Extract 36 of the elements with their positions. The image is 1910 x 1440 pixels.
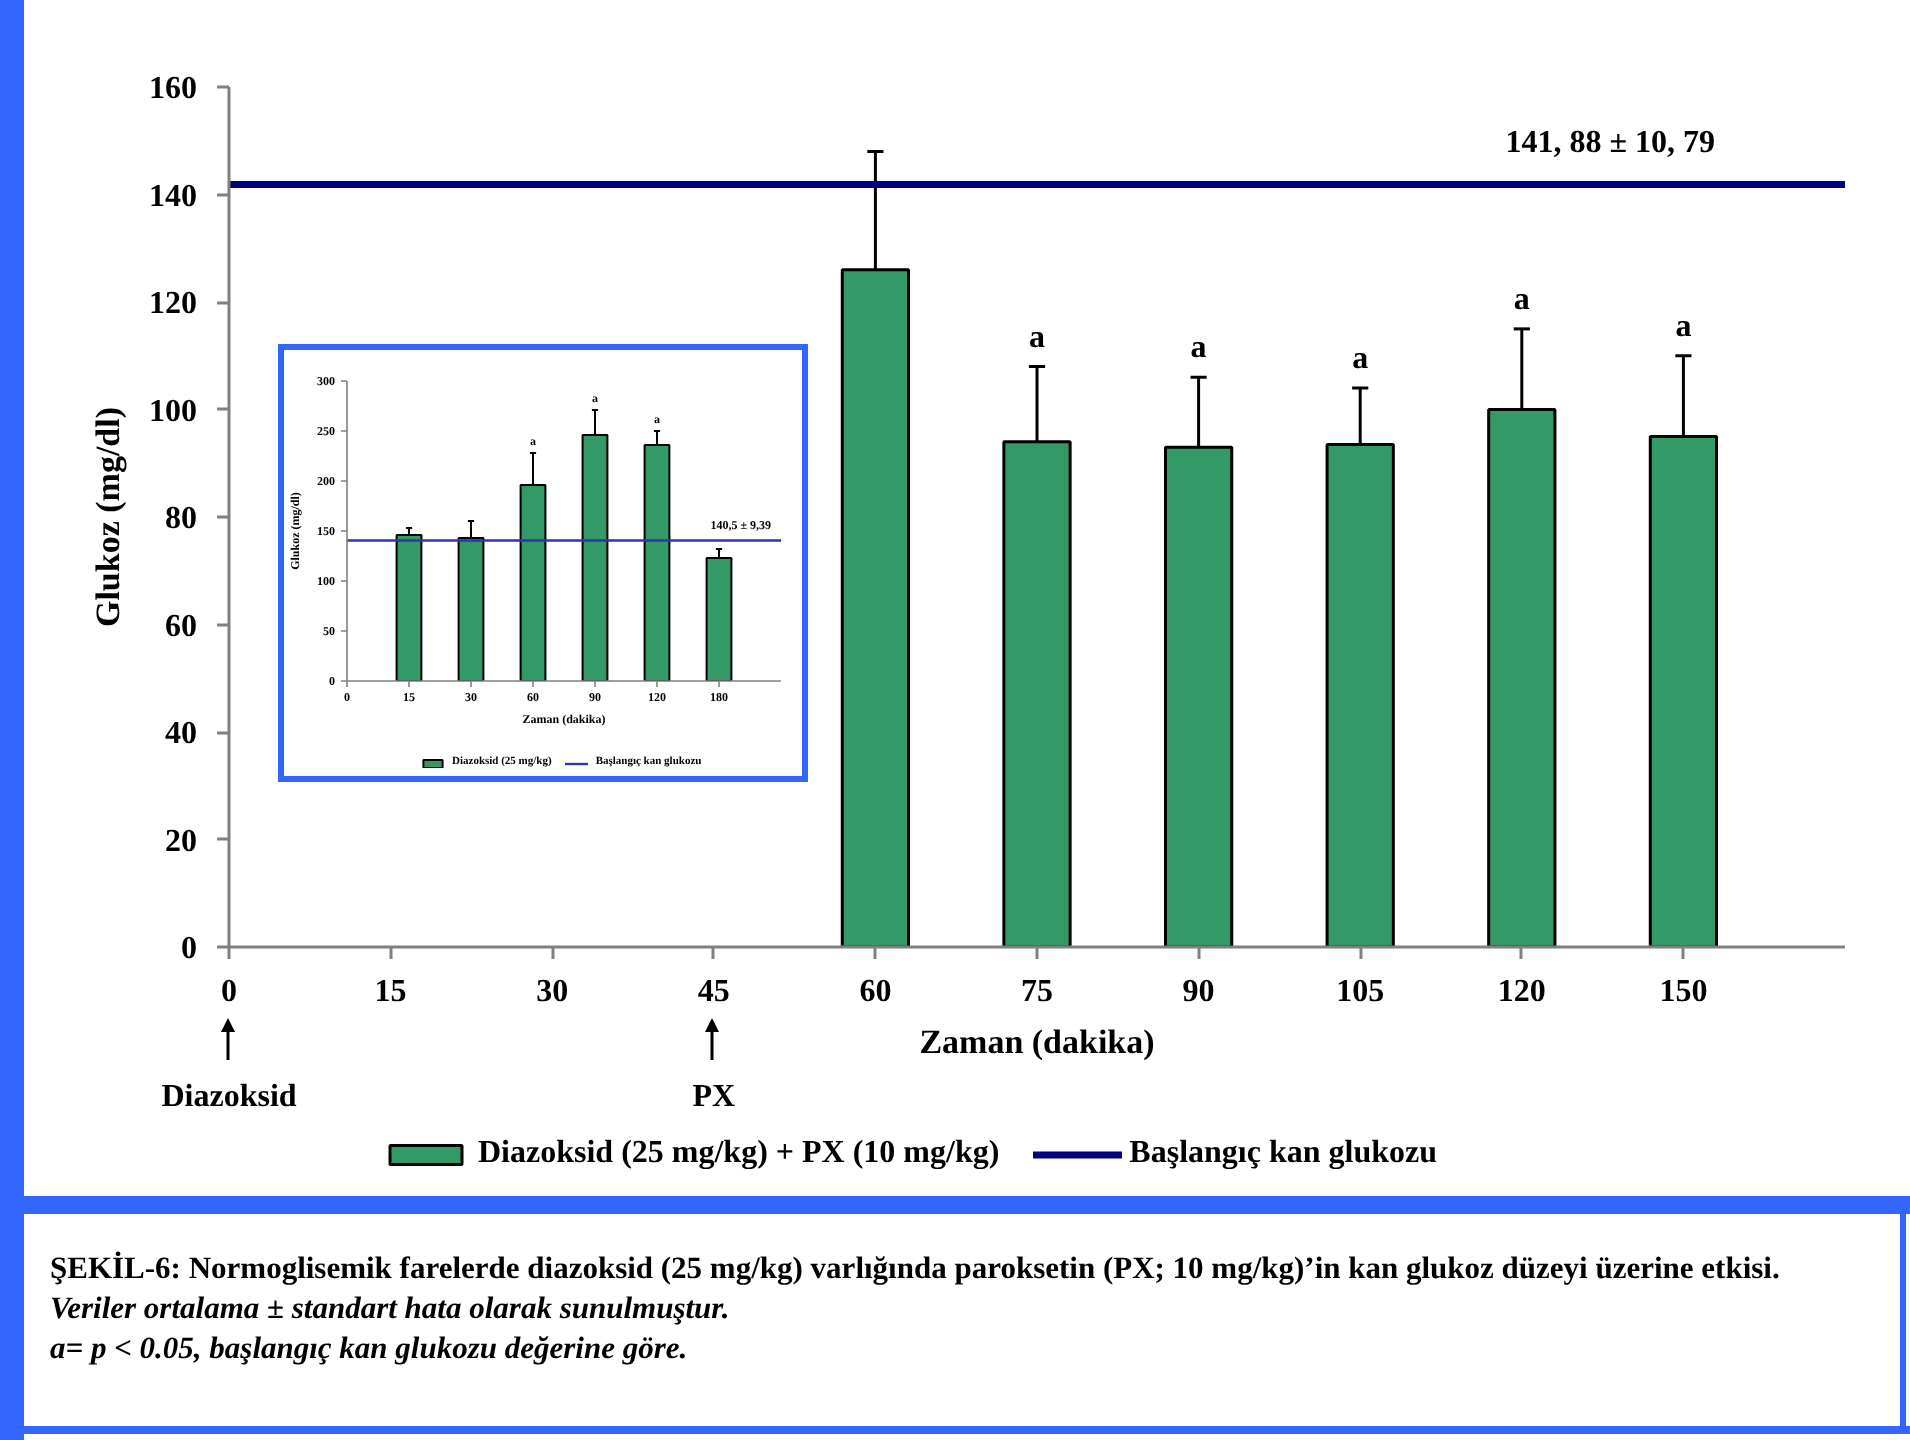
x-axis-title: Zaman (dakika): [919, 1023, 1155, 1061]
x-tick-label: 150: [1659, 975, 1708, 1009]
text: a= p < 0.05, başlangıç kan glukozu değerine göre.: [50, 1330, 690, 1370]
y-tick-label: 60: [165, 609, 197, 644]
annotation: a: [1513, 282, 1530, 317]
text: PX: [692, 1080, 737, 1114]
y-axis-title: Glukoz (mg/dl): [89, 406, 127, 628]
annotation: a: [1190, 331, 1207, 366]
text: Diazoksid: [161, 1080, 297, 1114]
x-tick-label: 90: [1182, 975, 1215, 1009]
y-tick-label: 140: [149, 179, 197, 214]
bar: [705, 557, 733, 681]
y-tick-label: 0: [181, 932, 197, 966]
x-tick-label: 60: [859, 975, 892, 1009]
x-tick-label: 120: [1497, 975, 1546, 1009]
x-tick-label: 15: [374, 975, 407, 1009]
x-tick-label: 105: [1336, 975, 1385, 1009]
x-tick-label: 30: [536, 975, 569, 1009]
y-tick-label: 40: [165, 717, 197, 751]
annotation: a: [1029, 320, 1045, 355]
text: Veriler ortalama ± standart hata olarak sunulmuştur.: [50, 1290, 732, 1330]
x-tick-label: 75: [1021, 975, 1053, 1009]
text: ŞEKİL-6: Normoglisemik farelerde diazoksid (25 mg/kg) varlığında paroksetin (PX; 10 mg/kg)’in kan glukoz düzeyi üzerine etkisi.: [50, 1250, 1780, 1290]
y-tick-label: 120: [149, 287, 197, 321]
x-tick-label: 0: [221, 975, 237, 1009]
y-tick-label: 160: [149, 72, 197, 106]
y-tick-label: 100: [149, 394, 197, 429]
annotation: 141, 88 ± 10, 79: [1505, 126, 1715, 161]
y-tick-label: 80: [165, 502, 197, 536]
legend-label: Diazoksid (25 mg/kg) + PX (10 mg/kg): [478, 1136, 1000, 1172]
x-tick-label: 45: [697, 975, 730, 1009]
legend-label: Başlangıç kan glukozu: [1129, 1136, 1437, 1172]
annotation: a: [1352, 342, 1369, 376]
y-tick-label: 20: [165, 824, 197, 859]
annotation: a: [1675, 309, 1692, 344]
bar: [395, 534, 423, 681]
